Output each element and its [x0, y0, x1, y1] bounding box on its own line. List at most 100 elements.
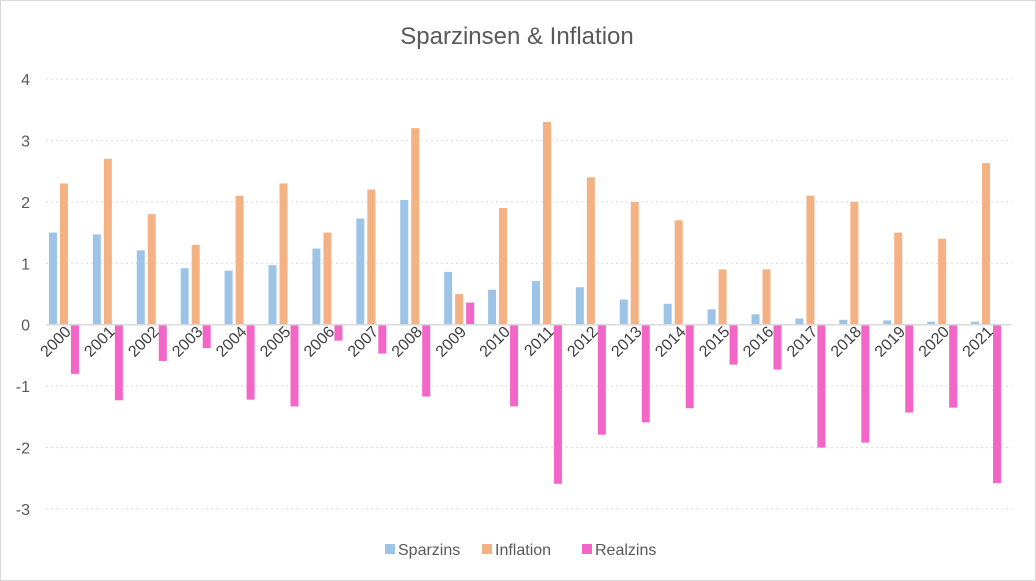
y-tick-label: 0 — [21, 318, 30, 335]
bar-inflation-2013 — [630, 201, 639, 325]
bar-sparzins-2020 — [927, 321, 936, 325]
y-tick-label: -2 — [16, 441, 30, 458]
bar-inflation-2000 — [59, 183, 68, 325]
bar-inflation-2017 — [806, 195, 815, 325]
x-category-label: 2021 — [960, 323, 997, 360]
bar-inflation-2007 — [367, 189, 376, 325]
x-category-label: 2020 — [916, 323, 953, 360]
bar-realzins-2002 — [158, 324, 167, 361]
bars — [48, 122, 1002, 484]
bar-realzins-2021 — [993, 324, 1002, 484]
bar-sparzins-2010 — [488, 289, 497, 325]
bar-inflation-2019 — [894, 232, 903, 325]
x-category-label: 2004 — [213, 323, 250, 360]
legend-swatch-sparzins — [385, 544, 395, 554]
grid-lines — [46, 78, 1012, 510]
x-category-label: 2005 — [257, 323, 294, 360]
x-category-label: 2015 — [696, 323, 733, 360]
bar-realzins-2018 — [861, 324, 870, 443]
bar-sparzins-2001 — [92, 234, 101, 325]
x-category-label: 2017 — [784, 323, 821, 360]
bar-realzins-2004 — [246, 324, 255, 400]
bar-realzins-2016 — [773, 324, 782, 370]
bar-inflation-2009 — [455, 294, 464, 325]
bar-sparzins-2021 — [971, 321, 980, 325]
chart-title: Sparzinsen & Inflation — [400, 23, 633, 50]
x-category-label: 2009 — [433, 323, 470, 360]
bar-sparzins-2019 — [883, 320, 892, 325]
bar-inflation-2002 — [147, 214, 156, 325]
bar-realzins-2019 — [905, 324, 914, 413]
bar-sparzins-2004 — [224, 270, 233, 325]
legend-swatch-realzins — [582, 544, 592, 554]
x-category-label: 2006 — [301, 323, 338, 360]
bar-realzins-2010 — [510, 324, 519, 407]
x-category-label: 2011 — [521, 323, 557, 359]
bar-sparzins-2018 — [839, 319, 848, 325]
x-category-label: 2008 — [389, 323, 426, 360]
bar-sparzins-2011 — [531, 281, 540, 325]
x-category-label: 2014 — [652, 323, 689, 360]
x-category-label: 2003 — [169, 323, 206, 360]
legend-label-realzins: Realzins — [595, 542, 656, 559]
bar-sparzins-2007 — [356, 218, 365, 325]
bar-realzins-2006 — [334, 324, 343, 341]
bar-sparzins-2014 — [663, 303, 672, 325]
x-category-label: 2001 — [82, 323, 119, 360]
x-category-label: 2010 — [477, 323, 514, 360]
bar-realzins-2000 — [70, 324, 79, 374]
bar-inflation-2003 — [191, 244, 200, 325]
bar-realzins-2008 — [422, 324, 431, 397]
bar-realzins-2012 — [597, 324, 606, 435]
bar-inflation-2011 — [542, 122, 551, 325]
bar-sparzins-2017 — [795, 318, 804, 325]
x-category-label: 2002 — [125, 323, 162, 360]
bar-inflation-2021 — [982, 163, 991, 325]
y-tick-label: 3 — [21, 133, 30, 150]
y-axis-ticks: -3 -2 -1 0 1 2 3 4 — [16, 72, 30, 519]
x-category-label: 2007 — [345, 323, 382, 360]
bar-realzins-2009 — [466, 302, 475, 325]
x-category-label: 2018 — [828, 323, 865, 360]
y-tick-label: -1 — [16, 379, 30, 396]
legend: Sparzins Inflation Realzins — [385, 542, 656, 559]
bar-sparzins-2012 — [575, 287, 584, 325]
bar-sparzins-2003 — [180, 268, 189, 325]
bar-sparzins-2000 — [48, 232, 57, 325]
bar-realzins-2013 — [641, 324, 650, 423]
x-category-label: 2013 — [608, 323, 645, 360]
bar-inflation-2018 — [850, 201, 859, 325]
x-category-label: 2012 — [565, 323, 602, 360]
y-tick-label: 4 — [21, 72, 30, 89]
bar-realzins-2003 — [202, 324, 211, 349]
bar-sparzins-2006 — [312, 248, 321, 325]
bar-realzins-2005 — [290, 324, 299, 407]
y-tick-label: 1 — [21, 256, 30, 273]
bar-inflation-2001 — [103, 158, 112, 325]
bar-realzins-2001 — [114, 324, 123, 401]
y-tick-label: -3 — [16, 502, 30, 519]
bar-inflation-2020 — [938, 238, 947, 325]
bar-inflation-2005 — [279, 183, 288, 325]
bar-inflation-2012 — [586, 177, 595, 325]
bar-inflation-2010 — [499, 208, 508, 325]
y-tick-label: 2 — [21, 195, 30, 212]
x-category-label: 2016 — [740, 323, 777, 360]
bar-sparzins-2002 — [136, 250, 145, 325]
bar-inflation-2004 — [235, 195, 244, 325]
bar-inflation-2015 — [718, 269, 727, 325]
bar-realzins-2014 — [685, 324, 694, 409]
legend-swatch-inflation — [482, 544, 492, 554]
bar-inflation-2006 — [323, 232, 332, 325]
bar-realzins-2020 — [949, 324, 958, 408]
legend-label-sparzins: Sparzins — [398, 542, 460, 559]
x-category-label: 2000 — [38, 323, 75, 360]
bar-realzins-2015 — [729, 324, 738, 365]
bar-inflation-2008 — [411, 128, 420, 325]
bar-inflation-2016 — [762, 269, 771, 325]
bar-inflation-2014 — [674, 220, 683, 325]
x-category-label: 2019 — [872, 323, 909, 360]
bar-sparzins-2013 — [619, 299, 628, 325]
legend-label-inflation: Inflation — [495, 542, 551, 559]
